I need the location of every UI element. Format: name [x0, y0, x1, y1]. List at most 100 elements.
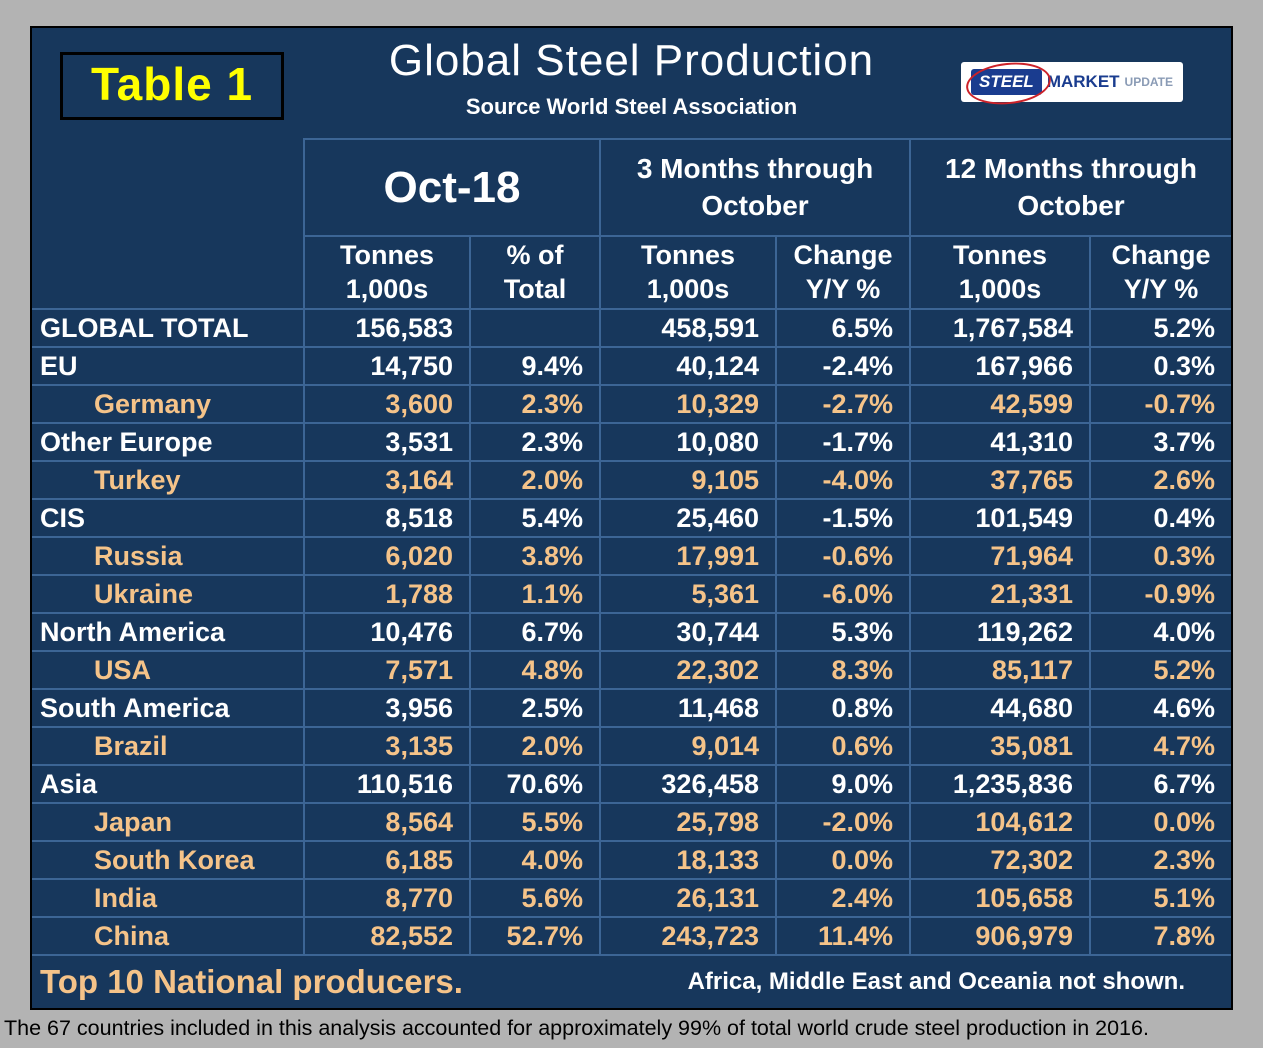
table-row: India 8,770 5.6% 26,131 2.4% 105,658 5.1… — [32, 879, 1231, 917]
cell-3mo-change: 2.4% — [775, 879, 911, 917]
footer-notes: Top 10 National producers. Africa, Middl… — [32, 956, 1231, 1008]
cell-oct-tonnes: 1,788 — [303, 575, 470, 613]
cell-3mo-tonnes: 10,080 — [599, 423, 777, 461]
cell-3mo-tonnes: 22,302 — [599, 651, 777, 689]
cell-pct-of-total: 5.4% — [468, 499, 601, 537]
logo-steel-text: STEEL — [971, 69, 1042, 95]
table-number-label: Table 1 — [91, 58, 254, 110]
cell-3mo-tonnes: 11,468 — [599, 689, 777, 727]
cell-3mo-change: 0.8% — [775, 689, 911, 727]
col-header-3mo-change: Change Y/Y % — [775, 236, 911, 310]
table-row: Japan 8,564 5.5% 25,798 -2.0% 104,612 0.… — [32, 803, 1231, 841]
cell-12mo-change: -0.9% — [1089, 575, 1231, 613]
cell-3mo-tonnes: 9,014 — [599, 727, 777, 765]
col-header-12mo-tonnes: Tonnes 1,000s — [909, 236, 1091, 310]
cell-3mo-change: 6.5% — [775, 309, 911, 347]
sub-header-row: Tonnes 1,000s % of Total Tonnes 1,000s C… — [32, 236, 1231, 310]
table-row: China 82,552 52.7% 243,723 11.4% 906,979… — [32, 917, 1231, 955]
footer-note-top10: Top 10 National producers. — [40, 963, 463, 1000]
logo-update-text: UPDATE — [1124, 75, 1173, 89]
cell-pct-of-total: 6.7% — [468, 613, 601, 651]
cell-3mo-tonnes: 5,361 — [599, 575, 777, 613]
table-row: CIS 8,518 5.4% 25,460 -1.5% 101,549 0.4% — [32, 499, 1231, 537]
cell-12mo-change: 4.6% — [1089, 689, 1231, 727]
cell-12mo-tonnes: 119,262 — [909, 613, 1091, 651]
row-label: CIS — [40, 502, 86, 533]
cell-3mo-tonnes: 458,591 — [599, 309, 777, 347]
cell-12mo-tonnes: 72,302 — [909, 841, 1091, 879]
cell-oct-tonnes: 8,564 — [303, 803, 470, 841]
cell-3mo-change: -0.6% — [775, 537, 911, 575]
table-row: USA 7,571 4.8% 22,302 8.3% 85,117 5.2% — [32, 651, 1231, 689]
row-label: Asia — [40, 768, 98, 799]
cell-12mo-change: 0.3% — [1089, 537, 1231, 575]
table-row: Brazil 3,135 2.0% 9,014 0.6% 35,081 4.7% — [32, 727, 1231, 765]
cell-oct-tonnes: 14,750 — [303, 347, 470, 385]
cell-3mo-change: -6.0% — [775, 575, 911, 613]
cell-3mo-tonnes: 243,723 — [599, 917, 777, 955]
cell-oct-tonnes: 3,956 — [303, 689, 470, 727]
cell-oct-tonnes: 6,185 — [303, 841, 470, 879]
cell-3mo-change: 8.3% — [775, 651, 911, 689]
cell-12mo-tonnes: 101,549 — [909, 499, 1091, 537]
cell-pct-of-total: 2.3% — [468, 423, 601, 461]
cell-3mo-tonnes: 30,744 — [599, 613, 777, 651]
row-label: EU — [40, 350, 78, 381]
cell-12mo-tonnes: 71,964 — [909, 537, 1091, 575]
cell-pct-of-total: 2.3% — [468, 385, 601, 423]
cell-3mo-change: 9.0% — [775, 765, 911, 803]
cell-12mo-change: 2.6% — [1089, 461, 1231, 499]
cell-3mo-tonnes: 40,124 — [599, 347, 777, 385]
cell-3mo-tonnes: 10,329 — [599, 385, 777, 423]
col-header-oct-tonnes: Tonnes 1,000s — [303, 236, 470, 310]
cell-12mo-tonnes: 37,765 — [909, 461, 1091, 499]
cell-12mo-tonnes: 42,599 — [909, 385, 1091, 423]
cell-12mo-change: 4.0% — [1089, 613, 1231, 651]
cell-3mo-tonnes: 17,991 — [599, 537, 777, 575]
cell-pct-of-total: 70.6% — [468, 765, 601, 803]
cell-oct-tonnes: 3,600 — [303, 385, 470, 423]
cell-oct-tonnes: 3,164 — [303, 461, 470, 499]
col-header-12mo-change: Change Y/Y % — [1089, 236, 1231, 310]
table-row: North America 10,476 6.7% 30,744 5.3% 11… — [32, 613, 1231, 651]
cell-pct-of-total: 5.6% — [468, 879, 601, 917]
cell-12mo-change: 0.4% — [1089, 499, 1231, 537]
cell-pct-of-total: 2.5% — [468, 689, 601, 727]
cell-12mo-change: 5.2% — [1089, 651, 1231, 689]
row-label: USA — [94, 654, 152, 685]
footer-note-not-shown: Africa, Middle East and Oceania not show… — [687, 968, 1185, 995]
cell-pct-of-total: 3.8% — [468, 537, 601, 575]
row-label: Ukraine — [94, 578, 194, 609]
cell-pct-of-total: 52.7% — [468, 917, 601, 955]
cell-oct-tonnes: 6,020 — [303, 537, 470, 575]
row-label: China — [94, 920, 170, 951]
corner-cell — [32, 139, 304, 310]
cell-3mo-change: 0.6% — [775, 727, 911, 765]
cell-oct-tonnes: 156,583 — [303, 309, 470, 347]
cell-pct-of-total: 5.5% — [468, 803, 601, 841]
row-label: Turkey — [94, 464, 181, 495]
cell-oct-tonnes: 3,135 — [303, 727, 470, 765]
source-subtitle: Source World Steel Association — [465, 94, 798, 119]
cell-12mo-tonnes: 85,117 — [909, 651, 1091, 689]
cell-3mo-tonnes: 9,105 — [599, 461, 777, 499]
cell-3mo-tonnes: 18,133 — [599, 841, 777, 879]
logo-market-text: MARKET — [1046, 72, 1120, 91]
cell-12mo-change: 0.0% — [1089, 803, 1231, 841]
row-label: Russia — [94, 540, 183, 571]
cell-oct-tonnes: 8,518 — [303, 499, 470, 537]
cell-12mo-change: 0.3% — [1089, 347, 1231, 385]
cell-3mo-change: -4.0% — [775, 461, 911, 499]
table-number-badge: Table 1 — [60, 52, 285, 120]
cell-12mo-change: 7.8% — [1089, 917, 1231, 955]
cell-3mo-change: -1.5% — [775, 499, 911, 537]
cell-pct-of-total: 2.0% — [468, 727, 601, 765]
cell-3mo-change: -2.7% — [775, 385, 911, 423]
table-row: Russia 6,020 3.8% 17,991 -0.6% 71,964 0.… — [32, 537, 1231, 575]
cell-12mo-change: 2.3% — [1089, 841, 1231, 879]
cell-3mo-tonnes: 25,798 — [599, 803, 777, 841]
table-body: GLOBAL TOTAL 156,583 458,591 6.5% 1,767,… — [32, 309, 1231, 955]
cell-12mo-change: 4.7% — [1089, 727, 1231, 765]
cell-pct-of-total: 2.0% — [468, 461, 601, 499]
table-row: Asia 110,516 70.6% 326,458 9.0% 1,235,83… — [32, 765, 1231, 803]
